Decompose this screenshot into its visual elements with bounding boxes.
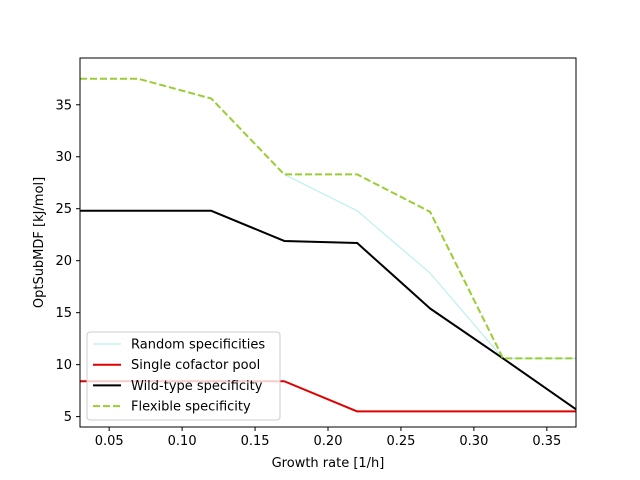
x-axis: 0.05 0.10 0.15 0.20 0.25 0.30 0.35 [95, 427, 561, 449]
legend: Random specificities Single cofactor pool… [86, 331, 281, 421]
x-tick-label: 0.25 [386, 434, 415, 449]
y-tick-label: 25 [55, 202, 72, 217]
y-tick-label: 35 [55, 98, 72, 113]
y-tick-label: 30 [55, 150, 72, 165]
legend-label: Flexible specificity [131, 400, 251, 415]
y-axis-label: OptSubMDF [kJ/mol] [32, 177, 47, 308]
legend-label: Wild-type specificity [131, 379, 263, 394]
x-axis-label: Growth rate [1/h] [272, 456, 385, 471]
x-tick-label: 0.15 [241, 434, 270, 449]
x-tick-label: 0.20 [314, 434, 343, 449]
series-line-wild-type-specificity [80, 209, 576, 411]
x-tick-label: 0.35 [532, 434, 561, 449]
x-tick-label: 0.05 [95, 434, 124, 449]
series-line-flexible-specificity [80, 77, 576, 360]
y-tick-label: 20 [55, 254, 72, 269]
legend-label: Single cofactor pool [131, 358, 260, 373]
y-axis: 5 10 15 20 25 30 35 [55, 98, 80, 425]
y-tick-label: 5 [64, 410, 72, 425]
legend-label: Random specificities [131, 338, 265, 353]
y-tick-label: 15 [55, 306, 72, 321]
series-line-random-specificities [284, 173, 576, 359]
x-tick-label: 0.30 [459, 434, 488, 449]
y-tick-label: 10 [55, 358, 72, 373]
legend-box [86, 331, 281, 421]
x-tick-label: 0.10 [168, 434, 197, 449]
